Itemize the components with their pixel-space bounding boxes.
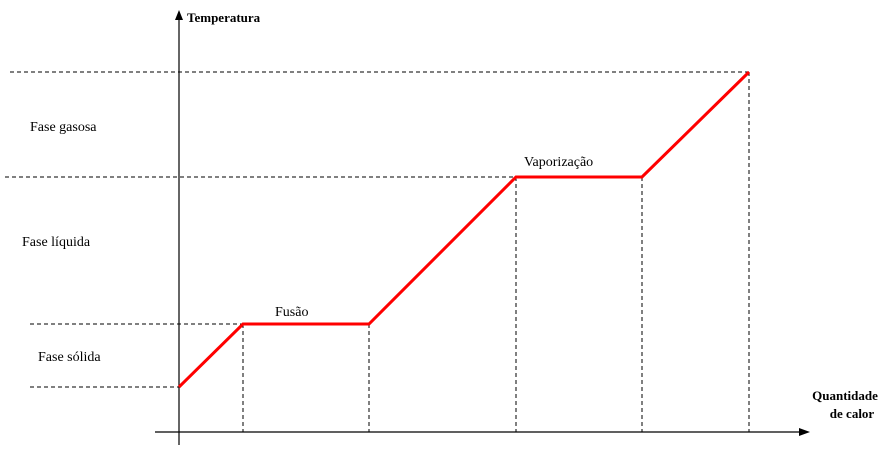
x-axis-arrow xyxy=(799,428,810,436)
phase-label: Fase líquida xyxy=(22,235,91,250)
x-axis-label: de calor xyxy=(830,406,875,421)
transition-label: Vaporização xyxy=(524,155,593,170)
phase-label: Fase gasosa xyxy=(30,120,97,135)
y-axis-label: Temperatura xyxy=(187,10,261,25)
y-axis-arrow xyxy=(175,10,183,20)
transition-label: Fusão xyxy=(275,305,308,320)
heating-curve xyxy=(177,70,751,389)
guide-lines xyxy=(5,71,750,432)
x-axis-label: Quantidade xyxy=(812,388,878,403)
phase-label: Fase sólida xyxy=(38,350,101,365)
